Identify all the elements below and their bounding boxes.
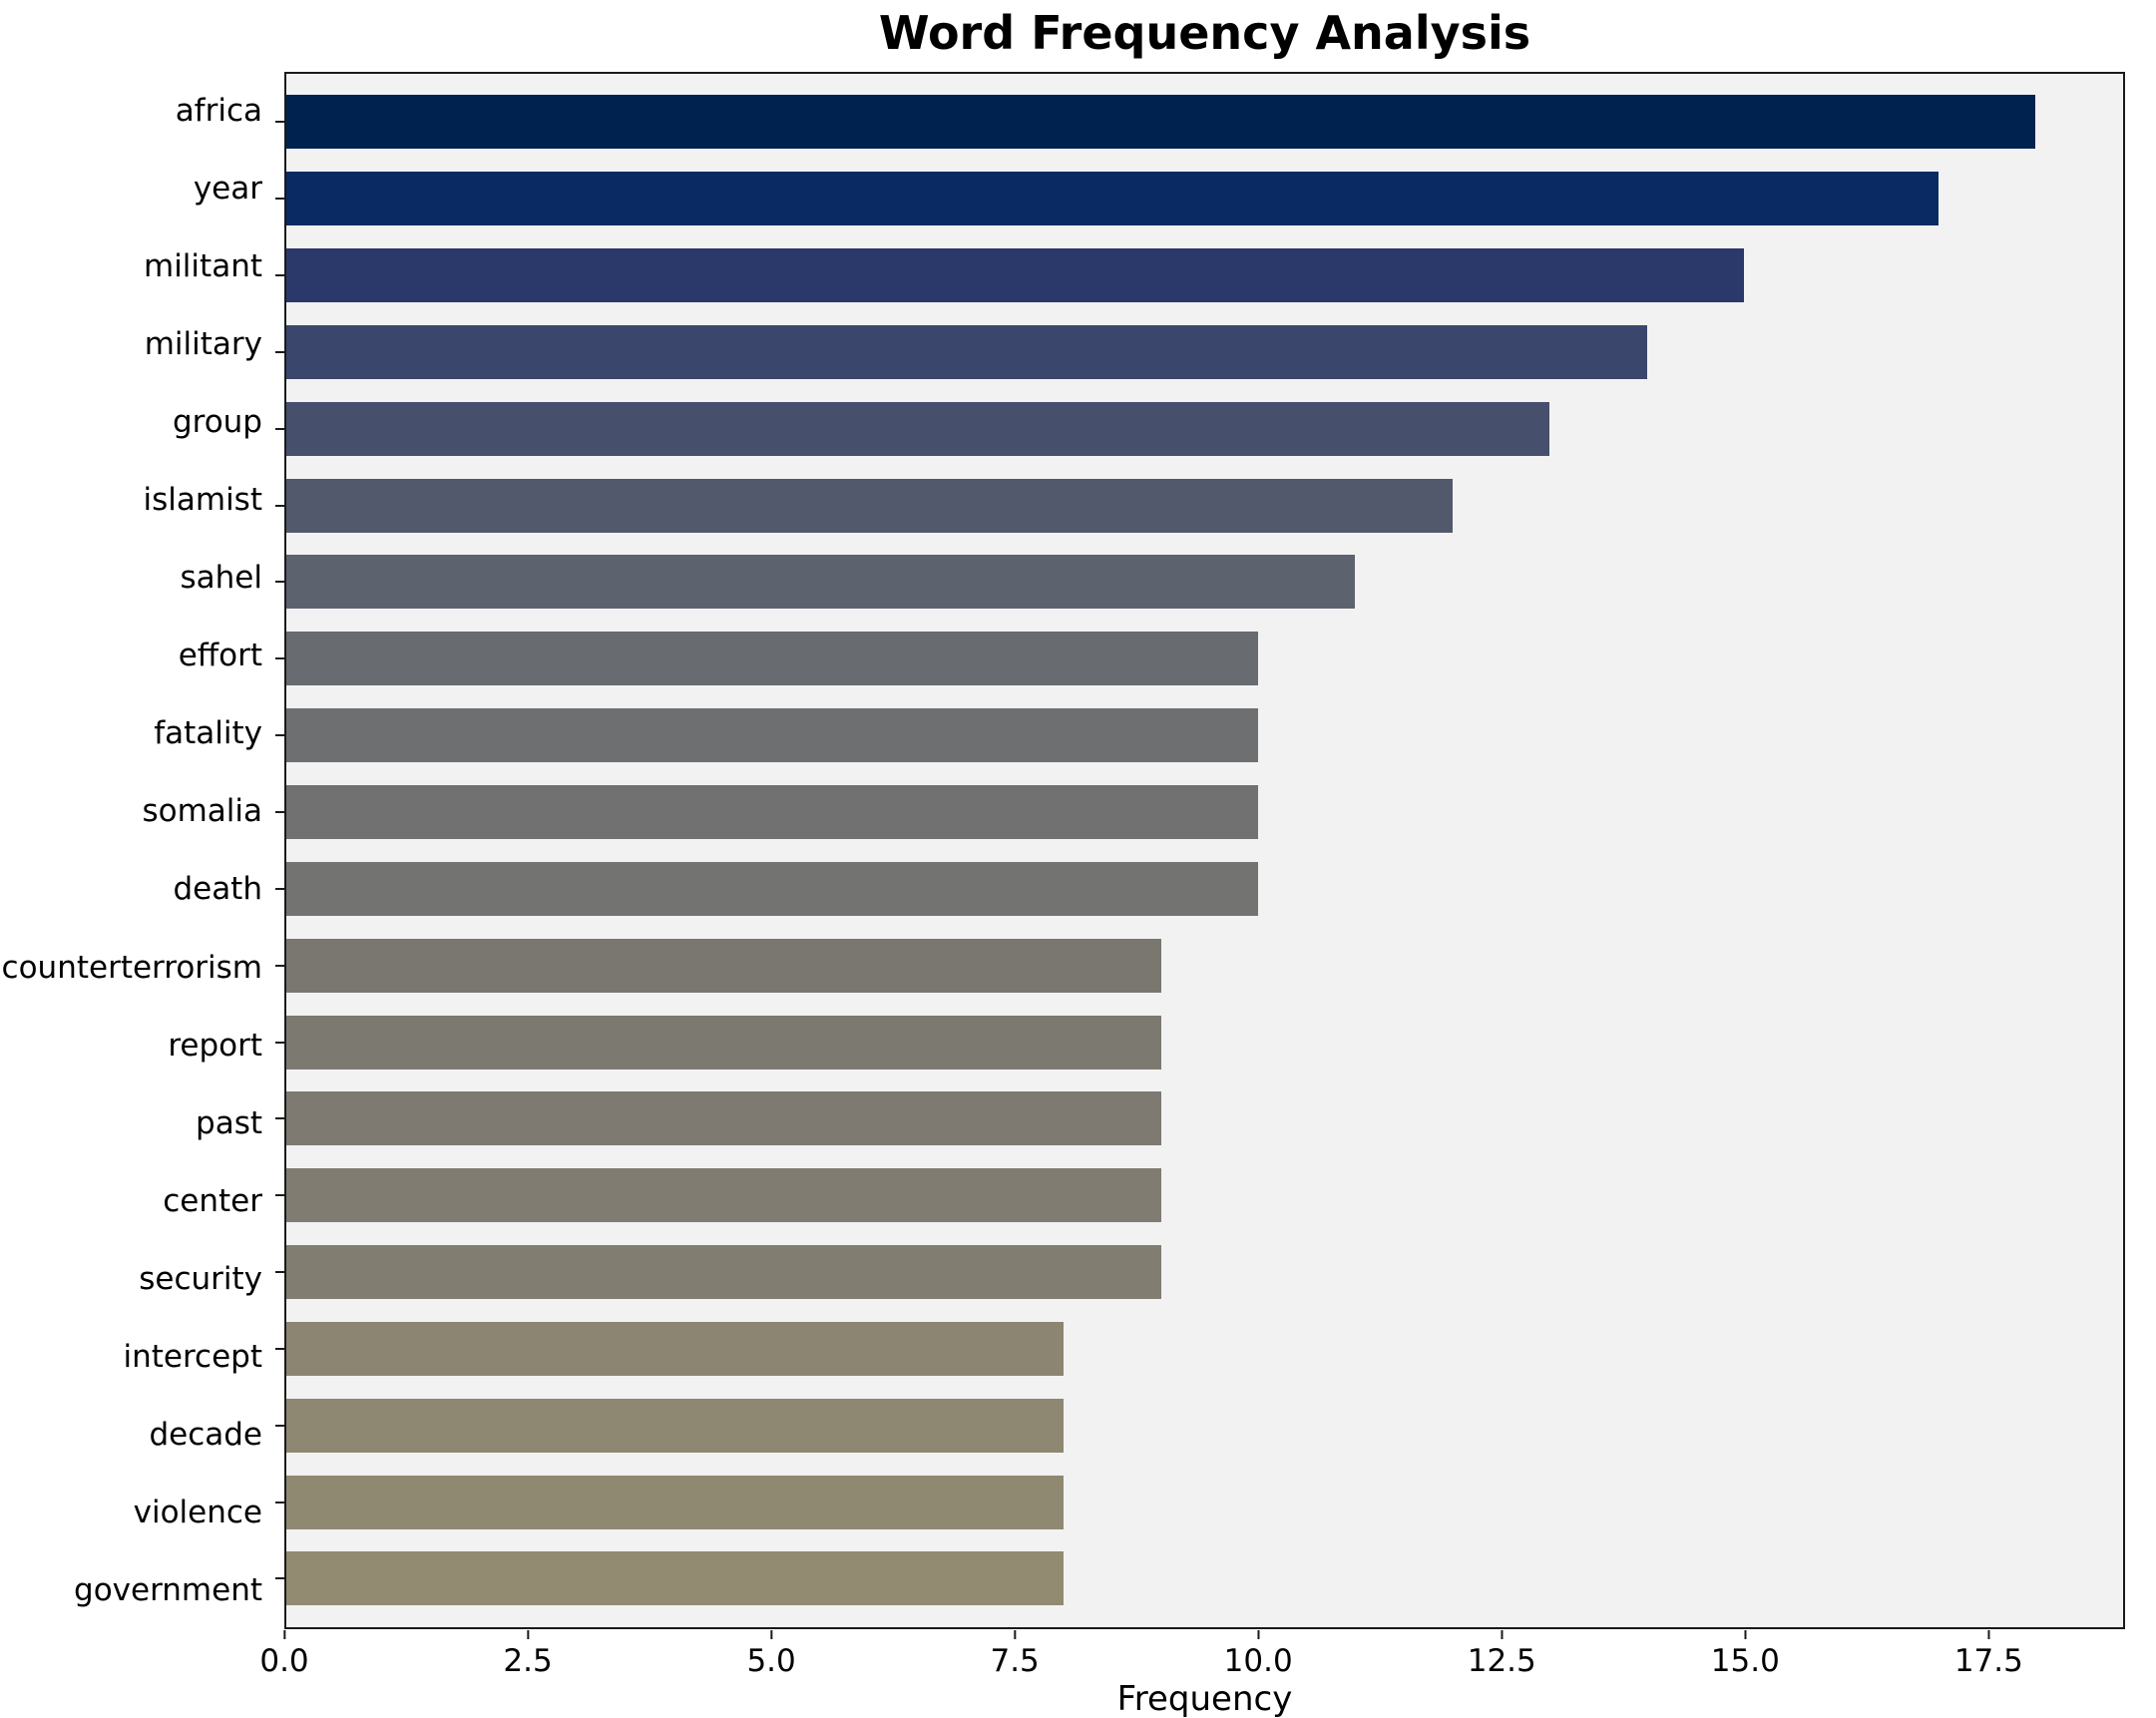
y-tick-label: center [163, 1182, 262, 1219]
x-tick-label: 12.5 [1467, 1643, 1536, 1679]
bar-row [286, 1464, 2123, 1540]
y-tick-label: violence [133, 1494, 262, 1530]
y-tick-label: somalia [142, 793, 262, 830]
bar-row [286, 850, 2123, 927]
bar-decade [286, 1398, 1065, 1453]
bar-death [286, 861, 1259, 916]
y-tick-label: sahel [180, 560, 262, 597]
bar-islamist [286, 478, 1453, 533]
y-tick-label: intercept [123, 1338, 263, 1375]
y-tick-label: security [139, 1260, 262, 1297]
bar-intercept [286, 1321, 1065, 1376]
bar-row [286, 314, 2123, 391]
bar-security [286, 1245, 1161, 1300]
bar-row [286, 237, 2123, 314]
y-tick-label: group [172, 404, 262, 441]
bar-counterterrorism [286, 938, 1161, 993]
bar-row [286, 84, 2123, 161]
y-axis-labels: africa year militant military group islamist s… [0, 72, 284, 1629]
x-axis-label: Frequency [1116, 1679, 1293, 1718]
chart-title: Word Frequency Analysis [878, 6, 1531, 60]
y-tick-label: islamist [143, 482, 263, 519]
bar-center [286, 1168, 1161, 1223]
bar-row [286, 927, 2123, 1004]
y-tick-label: counterterrorism [1, 949, 262, 986]
y-tick-label: militant [144, 248, 262, 285]
bar-government [286, 1551, 1065, 1606]
bar-row [286, 1234, 2123, 1311]
x-axis-ticks: 0.0 2.5 5.0 7.5 10.0 12.5 15.0 17.5 [259, 1629, 2125, 1687]
y-tick-label: military [144, 326, 262, 363]
y-tick-label: past [196, 1104, 262, 1141]
x-tick-label: 17.5 [1953, 1643, 2023, 1679]
y-tick-label: effort [178, 638, 262, 674]
bar-row [286, 1540, 2123, 1617]
y-tick-label: death [173, 871, 262, 908]
y-tick-label: decade [149, 1416, 262, 1453]
y-tick-label: fatality [154, 715, 262, 752]
x-tick-label: 7.5 [990, 1643, 1040, 1679]
bar-year [286, 172, 1939, 226]
bar-military [286, 324, 1647, 379]
bar-row [286, 1311, 2123, 1388]
y-tick-label: report [168, 1027, 262, 1064]
bar-row [286, 1387, 2123, 1464]
bar-militant [286, 248, 1745, 303]
bar-africa [286, 95, 2036, 150]
x-tick-label: 15.0 [1710, 1643, 1780, 1679]
x-tick-label: 5.0 [746, 1643, 796, 1679]
bar-row [286, 390, 2123, 467]
chart-body: africa year militant military group islamist s… [0, 72, 2156, 1629]
bar-effort [286, 632, 1259, 686]
bar-row [286, 544, 2123, 621]
bar-row [286, 697, 2123, 774]
bar-somalia [286, 785, 1259, 840]
x-tick-label: 10.0 [1223, 1643, 1293, 1679]
bar-row [286, 161, 2123, 237]
y-tick-label: government [74, 1571, 262, 1608]
x-tick-label: 2.5 [503, 1643, 553, 1679]
bar-row [286, 1157, 2123, 1234]
y-tick-label: africa [175, 93, 262, 130]
plot-area [284, 72, 2125, 1629]
bar-group [286, 401, 1550, 456]
bar-row [286, 467, 2123, 544]
bar-violence [286, 1475, 1065, 1529]
y-tick-label: year [193, 171, 262, 208]
bar-report [286, 1015, 1161, 1070]
bar-past [286, 1091, 1161, 1146]
bar-row [286, 1080, 2123, 1157]
bar-row [286, 774, 2123, 851]
bar-row [286, 621, 2123, 697]
x-tick-label: 0.0 [259, 1643, 309, 1679]
bar-sahel [286, 555, 1356, 610]
bar-row [286, 1004, 2123, 1080]
bar-fatality [286, 708, 1259, 763]
